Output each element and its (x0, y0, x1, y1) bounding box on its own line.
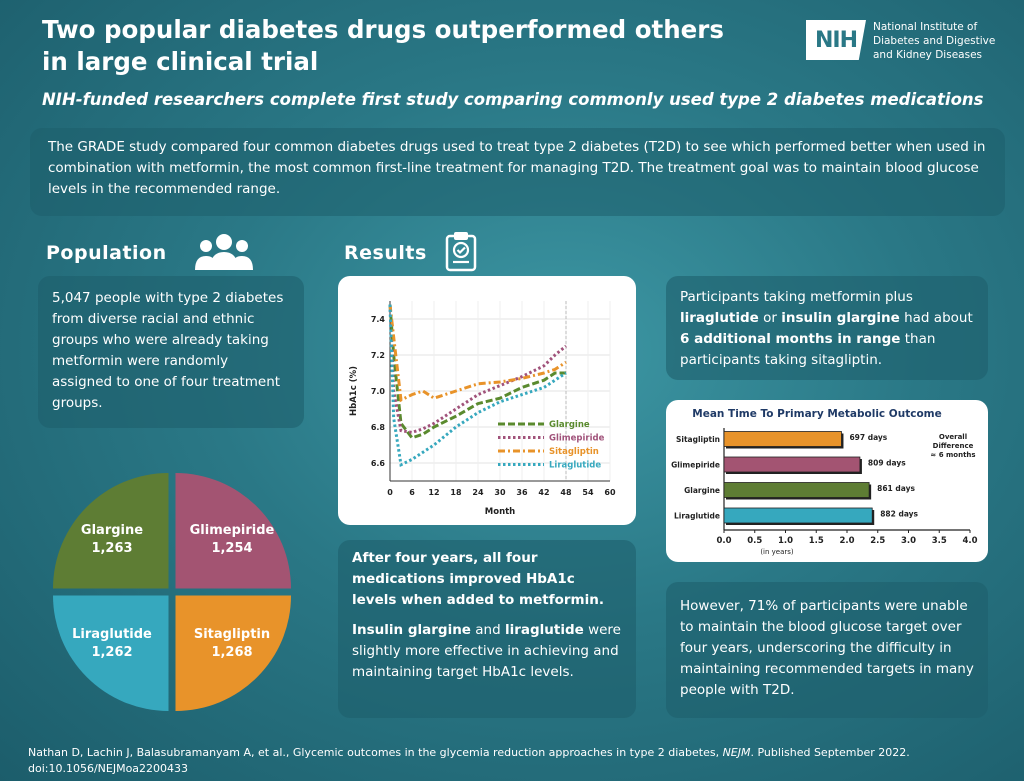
x-tick-label: 18 (450, 488, 462, 497)
x-tick-label: 36 (516, 488, 528, 497)
series-line-sitagliptin (388, 304, 567, 403)
findings-text-1: After four years, all four medications i… (352, 550, 604, 608)
population-heading: Population (46, 242, 167, 264)
legend-label: Sitagliptin (549, 447, 599, 457)
findings-card: After four years, all four medications i… (338, 540, 636, 718)
y-tick-label: 7.0 (371, 387, 386, 396)
series-line-glargine (388, 304, 566, 440)
x-tick-label: 3.0 (901, 536, 916, 546)
bar-liraglutide (723, 507, 873, 524)
pie-slice-sitagliptin (175, 595, 291, 711)
citation: Nathan D, Lachin J, Balasubramanyam A, e… (28, 745, 1018, 777)
x-tick-label: 2.0 (839, 536, 854, 546)
series-line-glimepiride (388, 304, 567, 434)
bar-glimepiride (723, 456, 861, 473)
y-tick-label: 7.2 (371, 351, 385, 360)
x-tick-label: 0.5 (747, 536, 762, 546)
page-title: Two popular diabetes drugs outperformed … (42, 15, 724, 76)
y-axis-label: HbA1c (%) (349, 366, 359, 416)
bar-value-label: 882 days (880, 510, 918, 519)
overall-difference-annotation: ≈ 6 months (930, 451, 975, 459)
results-heading: Results (344, 242, 427, 264)
y-tick-label: 7.4 (371, 315, 386, 324)
pie-slice-glimepiride-count: 1,254 (211, 541, 252, 556)
findings-text-2: Insulin glargine and liraglutide were sl… (352, 622, 621, 680)
population-card: 5,047 people with type 2 diabetes from d… (38, 276, 304, 428)
x-tick-label: 42 (538, 488, 549, 497)
x-tick-label: 0 (387, 488, 393, 497)
pie-slice-liraglutide-name: Liraglutide (72, 627, 152, 642)
x-tick-label: 4.0 (962, 536, 977, 546)
x-tick-label: 30 (494, 488, 506, 497)
hba1c-chart-card: 6.6 6.8 7.0 7.2 7.4 0 6 12 18 24 30 36 42 48 54 60 Month… (338, 276, 636, 525)
bar-sitagliptin (723, 431, 842, 447)
bar-category-label: Liraglutide (674, 512, 720, 521)
bar-chart-title: Mean Time To Primary Metabolic Outcome (692, 408, 941, 420)
bar-glargine (723, 482, 870, 498)
bar-value-label: 809 days (868, 459, 906, 468)
x-axis-label: (in years) (760, 548, 794, 556)
pie-slice-sitagliptin-count: 1,268 (211, 645, 252, 660)
population-pie-chart: Glargine 1,263 Glimepiride 1,254 Liraglutide… (53, 473, 291, 711)
people-group-icon (195, 234, 253, 270)
pie-slice-glimepiride-name: Glimepiride (190, 523, 275, 538)
intro-card: The GRADE study compared four common dia… (30, 128, 1005, 216)
pie-slice-glimepiride (175, 473, 291, 589)
bar-category-label: Sitagliptin (676, 435, 720, 444)
bar-category-label: Glargine (684, 486, 720, 495)
target-difficulty-card: However, 71% of participants were unable… (666, 582, 988, 718)
page-subtitle: NIH-funded researchers complete first st… (42, 90, 984, 109)
nih-logo-mark: NIH (806, 20, 866, 60)
x-tick-label: 6 (409, 488, 415, 497)
time-to-outcome-bar-chart: Mean Time To Primary Metabolic Outcome 0.… (671, 408, 977, 556)
x-tick-label: 12 (428, 488, 439, 497)
x-tick-label: 1.5 (809, 536, 824, 546)
overall-difference-annotation: Overall (939, 433, 967, 441)
x-tick-label: 2.5 (870, 536, 885, 546)
time-to-outcome-chart-card: Mean Time To Primary Metabolic Outcome 0.… (666, 400, 988, 562)
x-tick-label: 24 (472, 488, 484, 497)
pie-slice-sitagliptin-name: Sitagliptin (194, 627, 270, 642)
x-tick-label: 1.0 (778, 536, 793, 546)
y-tick-label: 6.8 (371, 423, 386, 432)
bar-value-label: 861 days (877, 484, 915, 493)
citation-doi: doi:10.1056/NEJMoa2200433 (28, 762, 189, 775)
x-tick-label: 54 (582, 488, 594, 497)
pie-slice-glargine (53, 473, 169, 589)
pie-slice-liraglutide-count: 1,262 (91, 645, 132, 660)
x-tick-label: 3.5 (932, 536, 947, 546)
x-tick-label: 48 (560, 488, 572, 497)
x-axis-label: Month (485, 507, 515, 517)
x-tick-label: 60 (604, 488, 616, 497)
overall-difference-annotation: Difference (933, 442, 974, 450)
pie-slice-glargine-name: Glargine (81, 523, 143, 538)
pie-slice-glargine-count: 1,263 (91, 541, 132, 556)
nih-logo-text: National Institute of Diabetes and Diges… (873, 21, 996, 61)
legend-label: Glimepiride (549, 434, 605, 444)
pie-slice-liraglutide (53, 595, 169, 711)
series-line-liraglutide (388, 304, 567, 468)
additional-months-card: Participants taking metformin plus lirag… (666, 276, 988, 380)
clipboard-check-icon (445, 232, 477, 272)
legend-label: Glargine (549, 420, 590, 430)
y-tick-label: 6.6 (371, 459, 386, 468)
nih-logo: NIH National Institute of Diabetes and D… (806, 20, 1016, 70)
x-tick-label: 0.0 (716, 536, 731, 546)
legend-label: Liraglutide (549, 461, 601, 471)
hba1c-line-chart: 6.6 6.8 7.0 7.2 7.4 0 6 12 18 24 30 36 42 48 54 60 Month… (349, 301, 616, 517)
bar-value-label: 697 days (849, 433, 887, 442)
bar-category-label: Glimepiride (671, 461, 720, 470)
